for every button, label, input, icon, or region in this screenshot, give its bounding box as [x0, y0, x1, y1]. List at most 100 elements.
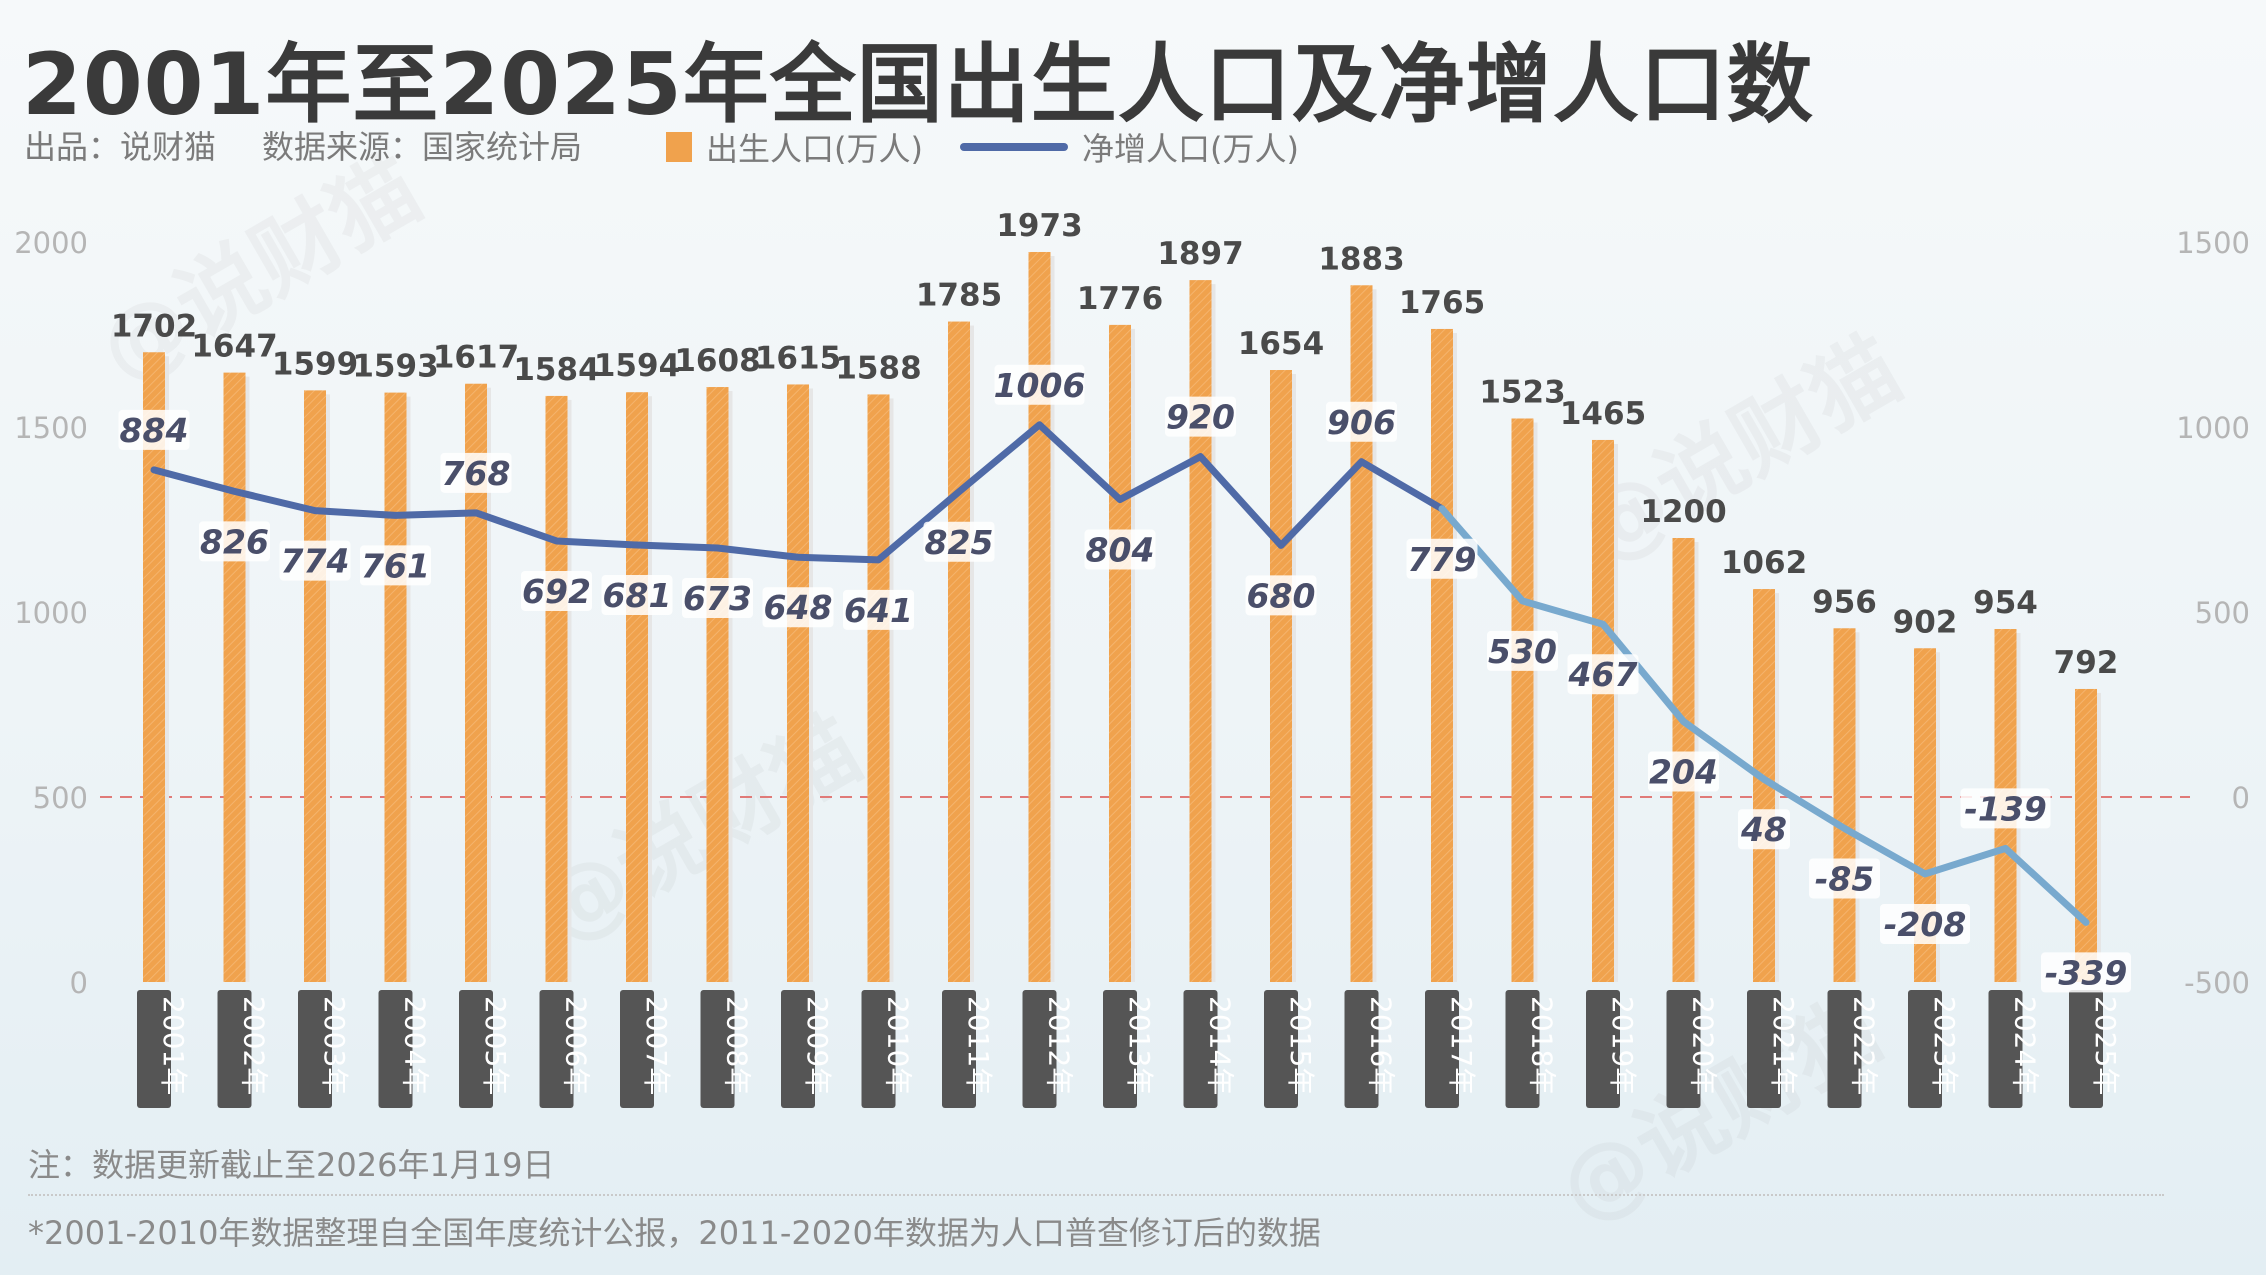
update-note: 注：数据更新截止至2026年1月19日 — [28, 1146, 555, 1184]
line-value-label: 779 — [1408, 540, 1477, 579]
bar-births — [143, 352, 165, 982]
year-label-box — [1103, 990, 1137, 1108]
bar-births — [384, 392, 407, 983]
bar-births — [1511, 418, 1534, 982]
line-label-bg — [843, 589, 914, 630]
year-label-box — [459, 990, 493, 1108]
line-label-bg — [923, 521, 995, 562]
right-axis-tick: 1000 — [2176, 411, 2250, 445]
bar-births — [1753, 589, 1775, 982]
x-axis-tick: 2015年 — [1284, 996, 1317, 1095]
right-axis-tick: 1500 — [2176, 226, 2250, 260]
year-label-box — [1425, 990, 1459, 1108]
year-label-box — [1908, 990, 1942, 1108]
bar-value-label: 1897 — [1157, 236, 1243, 272]
line-value-label: 204 — [1649, 753, 1718, 792]
x-axis-tick: 2008年 — [721, 996, 754, 1095]
x-axis-tick: 2025年 — [2089, 996, 2122, 1095]
line-value-label: 48 — [1740, 810, 1787, 849]
bar-births — [1109, 324, 1131, 982]
x-axis-tick: 2012年 — [1043, 996, 1076, 1095]
year-label-box — [1827, 990, 1862, 1108]
net-growth-line-recent — [1438, 505, 2090, 926]
line-value-label: 1006 — [994, 366, 1086, 405]
x-axis-tick: 2013年 — [1123, 996, 1156, 1095]
right-axis-tick: 0 — [2232, 781, 2250, 815]
bar-value-label: 1776 — [1077, 281, 1163, 317]
line-value-label: 825 — [925, 523, 994, 562]
bar-births — [1833, 628, 1856, 982]
year-label-box — [217, 990, 252, 1108]
line-value-label: 761 — [361, 546, 430, 585]
left-axis-tick: 0 — [70, 966, 88, 1000]
line-value-label: 641 — [844, 591, 913, 630]
page-title: 2001年至2025年全国出生人口及净增人口数 — [22, 35, 1814, 135]
bar-births — [1431, 328, 1453, 982]
bar-value-label: 1593 — [352, 349, 438, 385]
left-axis-tick: 1000 — [14, 596, 88, 630]
bar-value-label: 1883 — [1318, 241, 1404, 277]
x-axis-tick: 2019年 — [1606, 996, 1639, 1095]
bar-births — [1350, 285, 1373, 982]
line-value-label: 768 — [442, 454, 511, 493]
year-label-box — [1022, 990, 1057, 1108]
line-label-bg — [1567, 654, 1639, 695]
bar-value-label: 1062 — [1721, 545, 1807, 581]
bar-births — [787, 384, 809, 982]
bar-value-label: 954 — [1973, 585, 2038, 621]
bar-value-label: 1599 — [272, 346, 358, 382]
x-axis-tick: 2020年 — [1687, 996, 1720, 1095]
line-value-label: -208 — [1884, 905, 1967, 944]
x-axis-tick: 2014年 — [1204, 996, 1237, 1095]
line-label-bg — [2041, 952, 2131, 993]
line-value-label: 906 — [1327, 403, 1396, 442]
legend-net-growth-label: 净增人口(万人) — [1082, 130, 1299, 168]
year-label-box — [1988, 990, 2023, 1108]
x-axis-tick: 2009年 — [801, 996, 834, 1095]
bar-value-label: 1594 — [594, 348, 680, 384]
x-axis-tick: 2016年 — [1365, 996, 1398, 1095]
bar-value-label: 1584 — [513, 352, 599, 388]
line-label-bg — [1809, 858, 1880, 899]
bar-value-label: 902 — [1893, 604, 1958, 640]
line-value-label: 467 — [1568, 655, 1638, 694]
bar-value-label: 1654 — [1238, 326, 1324, 362]
year-label-box — [1264, 990, 1298, 1108]
line-value-label: 920 — [1166, 398, 1235, 437]
line-value-label: -339 — [2045, 953, 2128, 992]
x-axis-tick: 2003年 — [318, 996, 351, 1095]
right-axis-tick: -500 — [2184, 966, 2250, 1000]
x-axis-tick: 2024年 — [2009, 996, 2042, 1095]
line-label-bg — [521, 570, 592, 611]
x-axis-tick: 2017年 — [1445, 996, 1478, 1095]
bar-births — [706, 387, 729, 982]
line-label-bg — [1245, 575, 1317, 616]
line-label-bg — [1648, 751, 1719, 792]
year-label-box — [378, 990, 413, 1108]
year-label-box — [861, 990, 896, 1108]
year-label-box — [298, 990, 332, 1108]
line-value-label: 884 — [120, 411, 189, 450]
line-value-label: 826 — [200, 522, 269, 561]
legend-line-swatch — [960, 143, 1068, 151]
x-axis-tick: 2005年 — [479, 996, 512, 1095]
bar-births — [867, 394, 890, 982]
data-footnote: *2001-2010年数据整理自全国年度统计公报，2011-2020年数据为人口… — [28, 1214, 1321, 1252]
year-label-box — [620, 990, 654, 1108]
left-axis-tick: 2000 — [14, 226, 88, 260]
bar-births — [1270, 370, 1292, 982]
year-label-box — [1747, 990, 1781, 1108]
bar-value-label: 1608 — [674, 343, 760, 379]
bar-births — [304, 390, 326, 982]
line-label-bg — [601, 575, 673, 616]
line-value-label: -85 — [1815, 859, 1875, 898]
line-label-bg — [1406, 538, 1478, 579]
year-label-box — [1586, 990, 1620, 1108]
line-value-label: 673 — [683, 579, 752, 618]
line-label-bg — [1738, 809, 1790, 850]
x-axis-tick: 2023年 — [1928, 996, 1961, 1095]
footer-divider — [28, 1194, 2164, 1196]
legend-births: 出生人口(万人) — [666, 124, 923, 170]
line-label-bg — [762, 587, 834, 628]
